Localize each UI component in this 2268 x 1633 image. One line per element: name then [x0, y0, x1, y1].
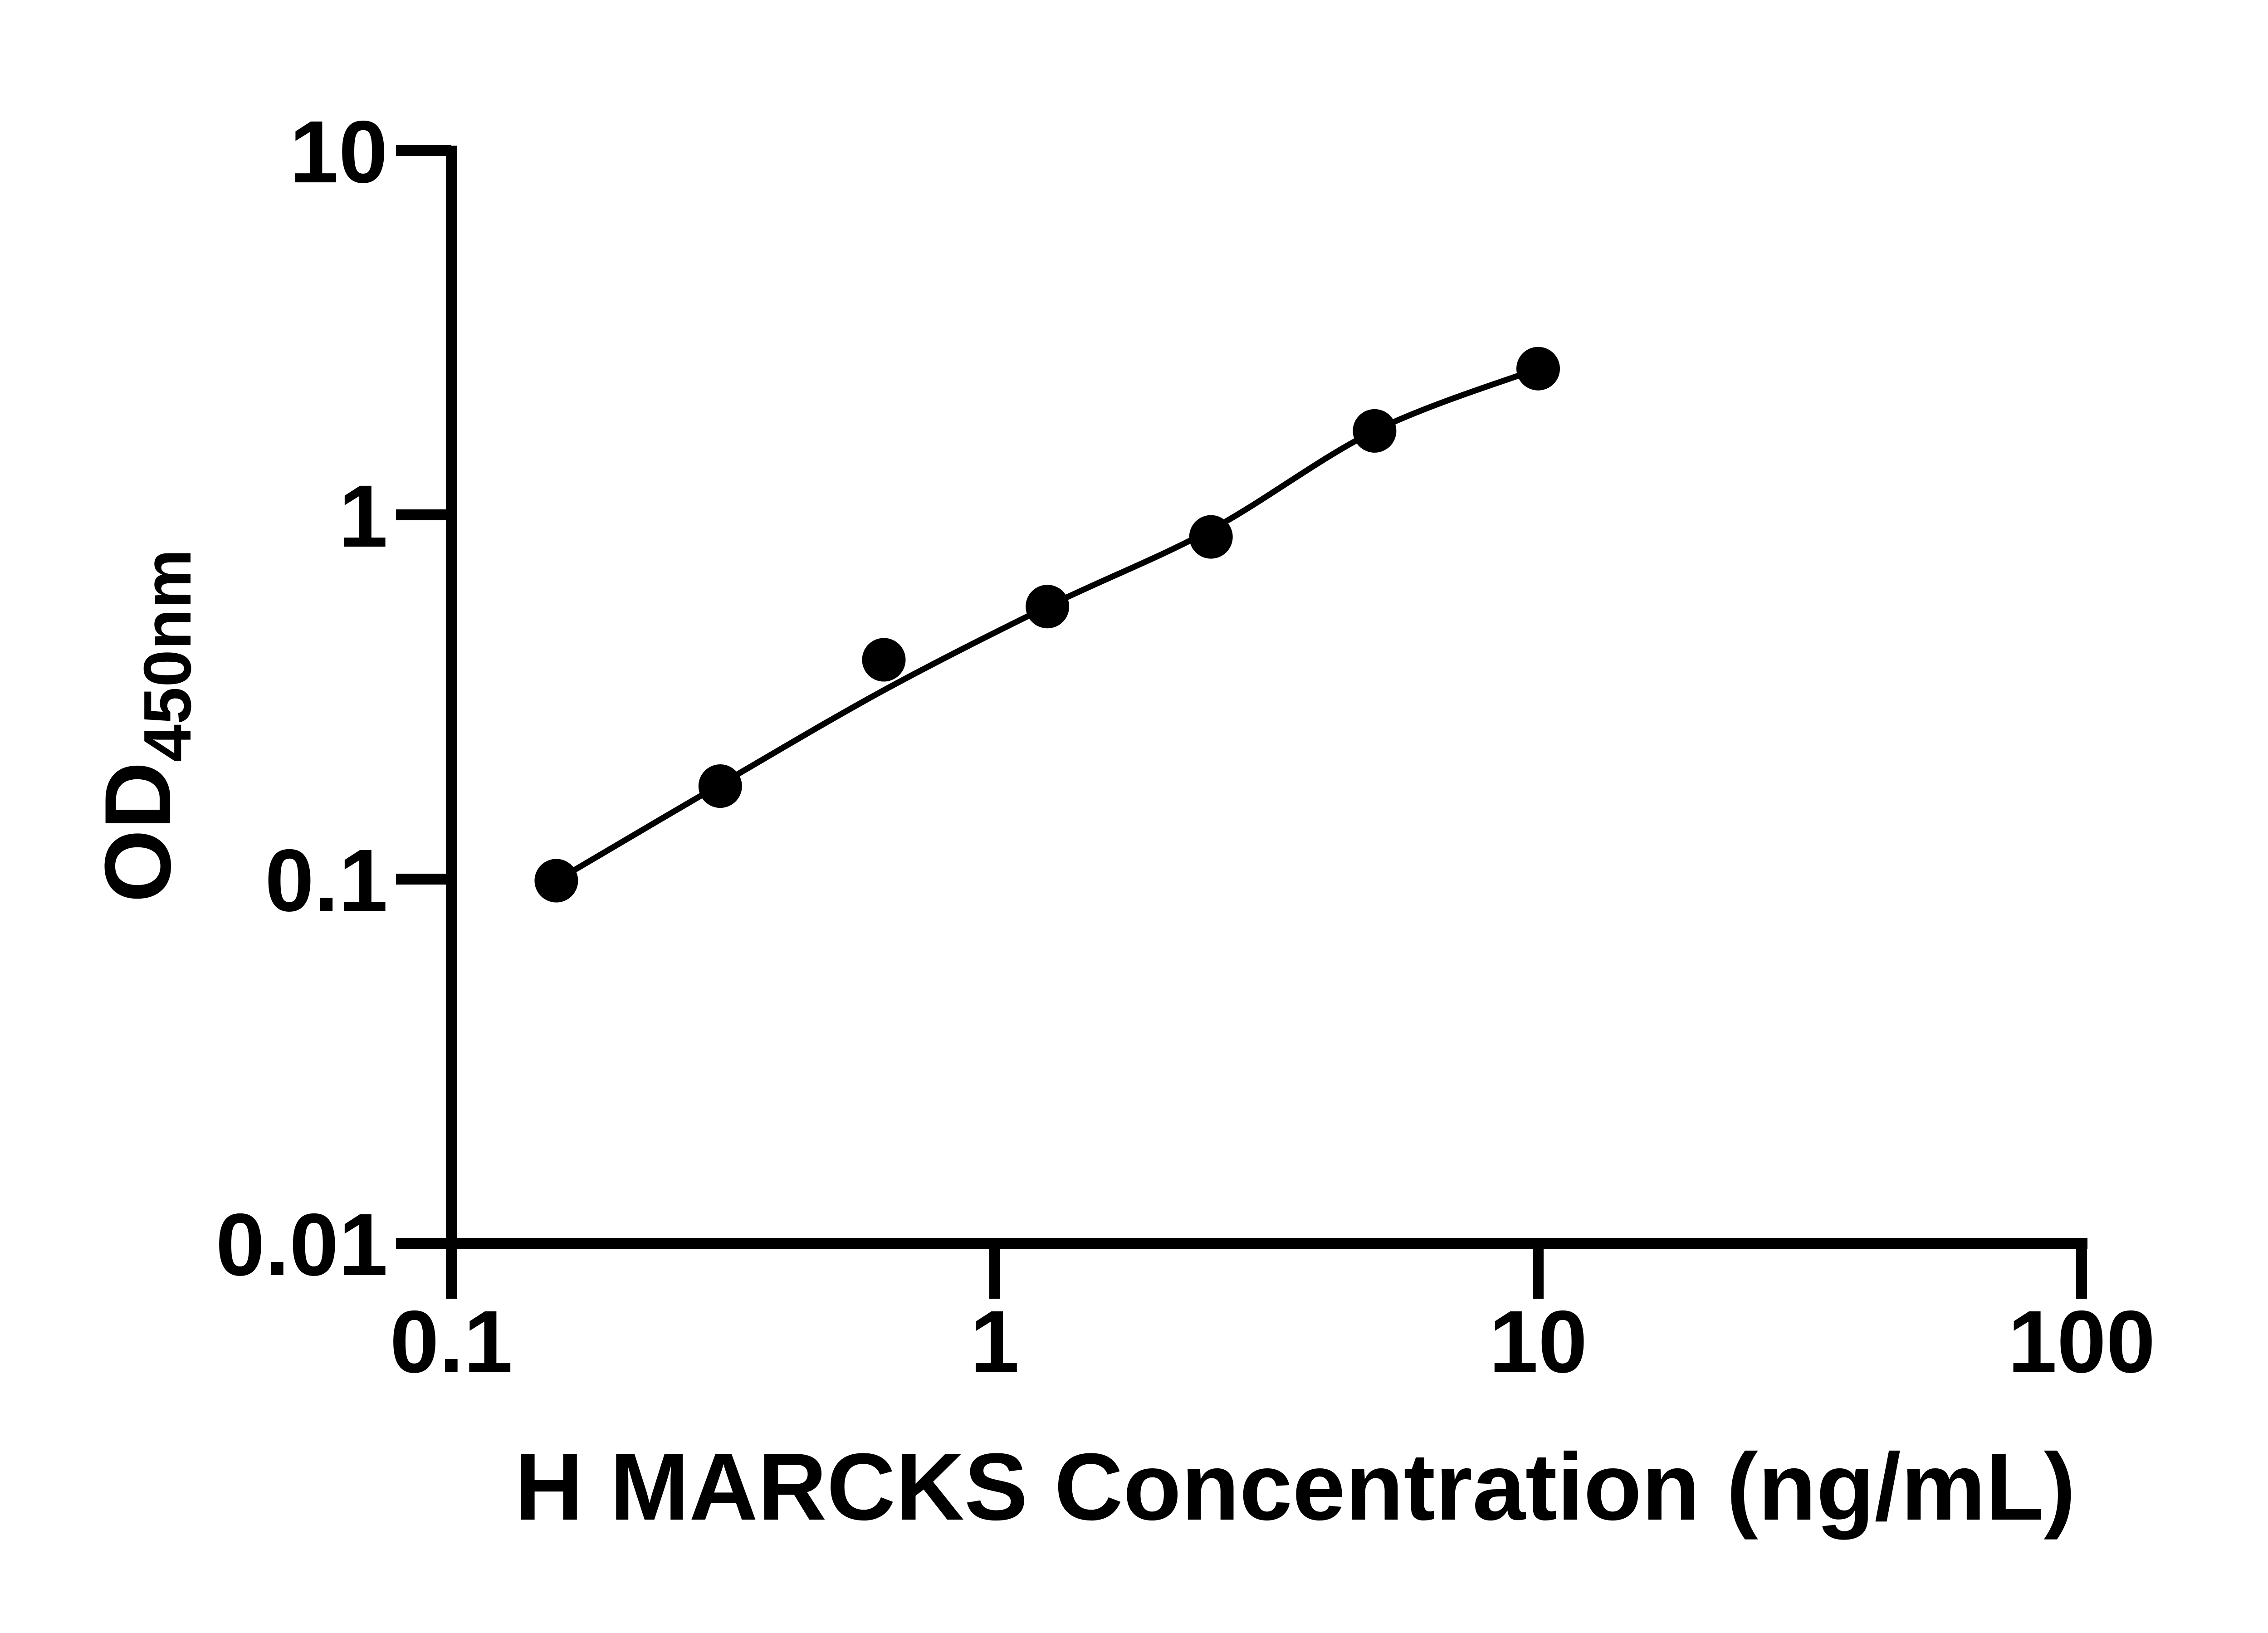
data-point — [1353, 409, 1397, 453]
data-point — [534, 859, 578, 903]
y-tick-label: 0.1 — [265, 831, 388, 930]
y-axis-label-subscript: 450nm — [130, 549, 205, 762]
y-axis-label: OD450nm — [85, 549, 205, 902]
data-point — [1516, 347, 1560, 391]
x-tick-label: 1 — [970, 1292, 1019, 1391]
y-tick-label: 10 — [289, 103, 388, 201]
data-point — [1189, 515, 1233, 559]
x-axis-label: H MARCKS Concentration (ng/mL) — [514, 1433, 2075, 1540]
axes-group — [396, 145, 2087, 1299]
x-tick-label: 0.1 — [390, 1292, 513, 1391]
y-axis-label-base: OD — [85, 762, 190, 903]
x-tick-label: 10 — [1489, 1292, 1588, 1391]
data-point — [698, 764, 742, 808]
data-point — [862, 638, 906, 682]
y-tick-label: 0.01 — [215, 1195, 388, 1294]
data-points-group — [534, 347, 1560, 903]
y-tick-label: 1 — [339, 467, 388, 566]
x-tick-label: 100 — [2008, 1292, 2155, 1391]
data-point — [1026, 585, 1070, 629]
